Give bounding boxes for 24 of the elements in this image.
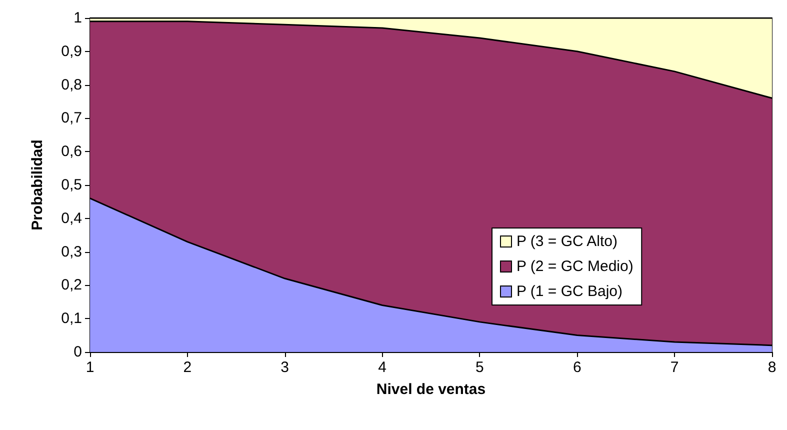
y-tick-label: 0,4	[61, 210, 82, 227]
x-tick-label: 6	[572, 359, 582, 376]
y-tick-label: 0	[74, 344, 82, 360]
x-tick-label: 2	[183, 359, 192, 376]
x-tick-label: 7	[670, 359, 679, 376]
y-tick-label: 0,7	[61, 110, 82, 127]
x-tick-label: 3	[280, 359, 290, 376]
y-tick-label: 0,5	[61, 176, 82, 194]
y-axis-title: Probabilidad	[29, 140, 46, 230]
legend-label: P (2 = GC Medio)	[516, 258, 634, 275]
y-tick-label: 0,8	[61, 76, 82, 94]
legend-label: P (3 = GC Alto)	[516, 233, 618, 250]
y-tick-label: 0,2	[61, 276, 82, 294]
y-tick-label: 1	[74, 10, 82, 26]
y-tick-label: 0,1	[61, 310, 82, 328]
y-tick-label: 0,6	[61, 143, 82, 160]
x-tick-label: 5	[476, 359, 484, 376]
x-tick-label: 8	[768, 359, 776, 376]
x-axis-title: Nivel de ventas	[376, 381, 486, 398]
legend-label: P (1 = GC Bajo)	[516, 283, 623, 300]
x-tick-label: 4	[378, 359, 386, 376]
y-tick-label: 0,9	[61, 42, 82, 60]
y-tick-label: 0,3	[61, 243, 82, 260]
x-tick-label: 1	[86, 359, 94, 376]
